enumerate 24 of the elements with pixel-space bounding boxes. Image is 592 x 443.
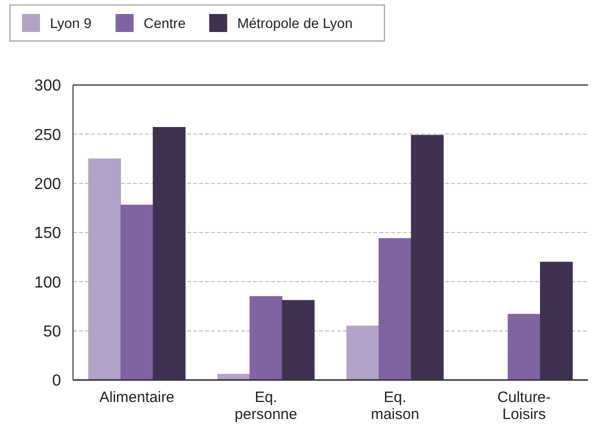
legend-label: Lyon 9 [50,14,92,31]
legend-label: Centre [144,14,186,31]
x-tick-label: Eq. maison [370,389,420,423]
bar [346,326,380,380]
y-tick-label: 200 [34,176,62,193]
y-tick-label: 300 [34,78,62,95]
bar [282,300,315,380]
bar [508,314,540,380]
y-tick-label: 150 [34,225,62,242]
bar [88,158,122,380]
y-tick-label: 250 [34,126,62,144]
bar [120,204,154,380]
bar [152,127,186,380]
bar [410,134,444,380]
bar [250,296,282,380]
bar [540,262,573,380]
y-tick-label: 50 [43,323,62,340]
y-tick-label: 0 [52,372,62,390]
x-tick-label: Alimentaire [99,389,174,406]
x-tick-label: Eq. personne [234,389,298,423]
bar [378,238,412,380]
legend-label: Métropole de Lyon [237,14,353,31]
x-tick-label: Culture-Loisirs [497,389,551,423]
y-tick-label: 100 [34,274,62,292]
